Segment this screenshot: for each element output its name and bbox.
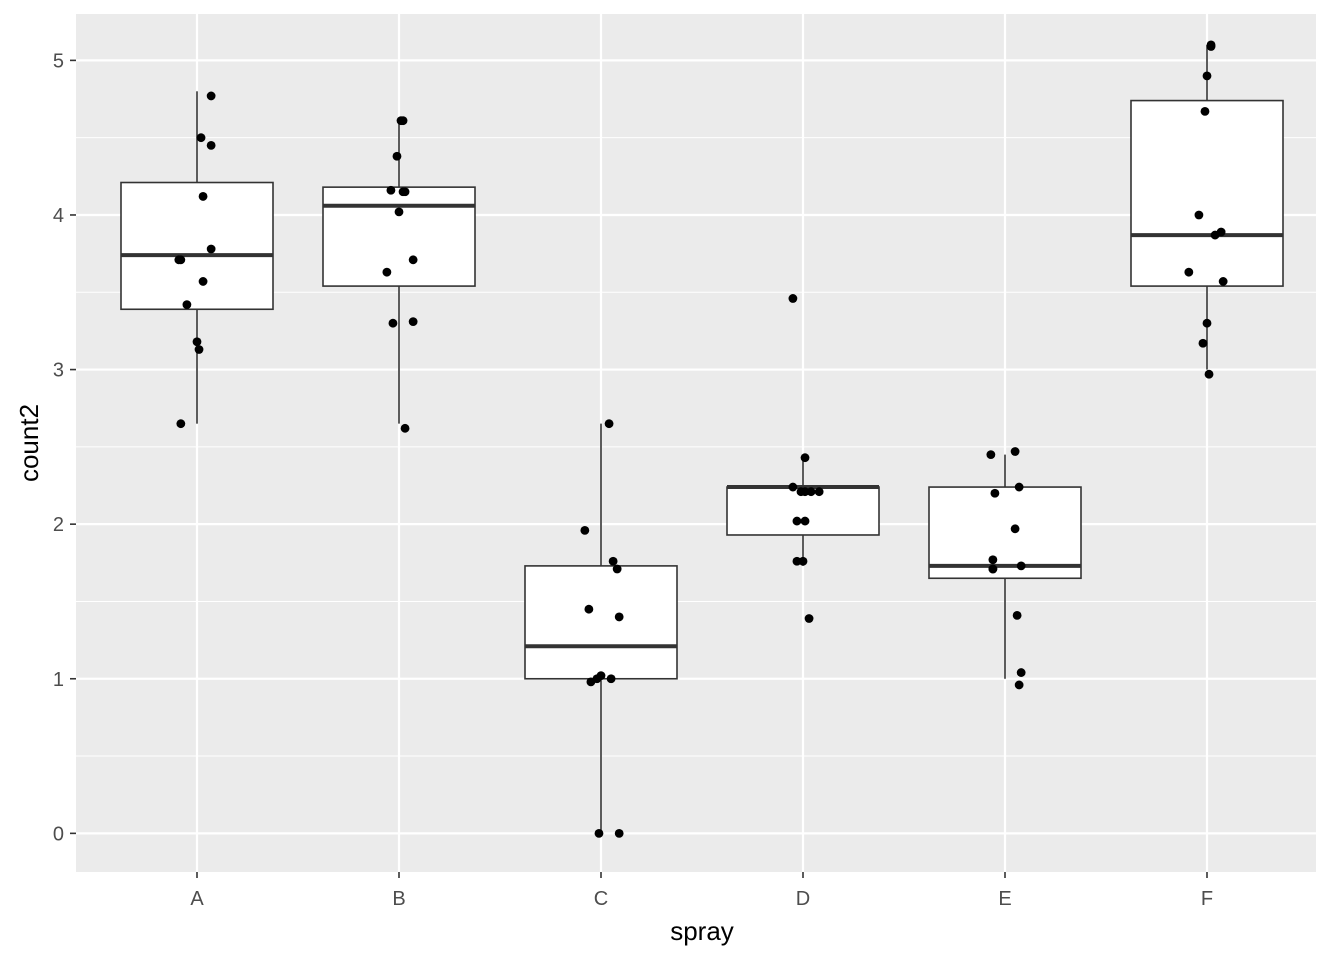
data-point xyxy=(394,207,404,217)
data-point xyxy=(798,556,808,566)
y-tick-label: 4 xyxy=(53,205,64,227)
data-point xyxy=(398,116,408,126)
data-point xyxy=(198,277,208,286)
data-point xyxy=(608,556,618,566)
box-iqr xyxy=(120,181,274,311)
data-point xyxy=(1198,338,1208,348)
data-point xyxy=(1014,482,1024,492)
data-point xyxy=(388,318,398,328)
x-tick-label: A xyxy=(190,888,204,910)
y-tick-label: 3 xyxy=(53,360,64,382)
data-point xyxy=(988,564,998,574)
box-iqr xyxy=(524,565,678,680)
boxes xyxy=(120,44,1284,834)
data-point xyxy=(1202,71,1212,81)
data-point xyxy=(1218,277,1228,286)
data-point xyxy=(182,300,192,310)
x-axis-title: spray xyxy=(670,916,734,946)
data-point xyxy=(196,133,206,143)
data-point xyxy=(614,828,624,838)
data-point xyxy=(176,419,186,429)
data-point xyxy=(988,555,998,565)
x-tick-label: E xyxy=(998,888,1011,910)
data-point xyxy=(1184,267,1194,277)
data-point xyxy=(174,255,184,265)
box-iqr xyxy=(1130,99,1284,287)
data-point xyxy=(392,151,402,161)
data-point xyxy=(592,674,602,684)
data-point xyxy=(814,487,824,497)
data-point xyxy=(198,192,208,201)
data-point xyxy=(788,482,798,492)
data-point xyxy=(206,244,216,254)
data-point xyxy=(194,345,204,354)
data-point xyxy=(806,487,816,497)
data-point xyxy=(594,828,604,838)
data-point xyxy=(1206,42,1216,51)
x-tick-label: B xyxy=(392,888,405,910)
data-point xyxy=(1194,210,1204,220)
data-point xyxy=(408,255,418,265)
data-point xyxy=(1012,610,1022,620)
x-tick-label: D xyxy=(796,888,810,910)
data-point xyxy=(792,556,802,566)
data-point xyxy=(584,604,594,614)
data-point xyxy=(580,525,590,535)
data-point xyxy=(382,267,392,277)
data-point xyxy=(612,564,622,574)
y-tick-label: 1 xyxy=(53,669,64,691)
data-point xyxy=(192,337,202,347)
box-iqr xyxy=(928,486,1082,580)
data-point xyxy=(1016,561,1026,571)
data-point xyxy=(804,614,814,623)
data-point xyxy=(614,612,624,622)
x-tick-label: C xyxy=(594,888,608,910)
data-point xyxy=(386,185,396,195)
data-point xyxy=(1010,524,1020,534)
y-tick-label: 5 xyxy=(53,50,64,72)
data-point xyxy=(400,423,410,433)
data-point xyxy=(788,294,798,303)
data-point xyxy=(990,488,1000,498)
axes: 0 1 2 3 4 5 A B C D E F xyxy=(53,50,1213,910)
data-point xyxy=(606,674,616,684)
data-point xyxy=(206,141,216,150)
data-point xyxy=(206,91,216,101)
data-point xyxy=(1014,680,1024,690)
data-point xyxy=(408,317,418,327)
data-point xyxy=(1210,230,1220,240)
data-point xyxy=(1204,369,1214,379)
y-tick-label: 0 xyxy=(53,823,64,845)
x-tick-label: F xyxy=(1201,888,1213,910)
data-point xyxy=(986,450,996,459)
data-point xyxy=(1016,668,1026,677)
y-axis-title: count2 xyxy=(14,404,44,482)
data-point xyxy=(800,516,810,526)
data-point xyxy=(792,516,802,526)
data-point xyxy=(800,487,810,497)
data-point xyxy=(400,187,410,197)
data-point xyxy=(1010,447,1020,456)
data-point xyxy=(1202,318,1212,328)
y-tick-label: 2 xyxy=(53,514,64,536)
box-iqr xyxy=(322,186,476,287)
plot-panel xyxy=(76,14,1316,872)
data-point xyxy=(800,453,810,463)
data-point xyxy=(604,419,614,429)
data-points xyxy=(174,40,1228,838)
data-point xyxy=(1200,106,1210,116)
